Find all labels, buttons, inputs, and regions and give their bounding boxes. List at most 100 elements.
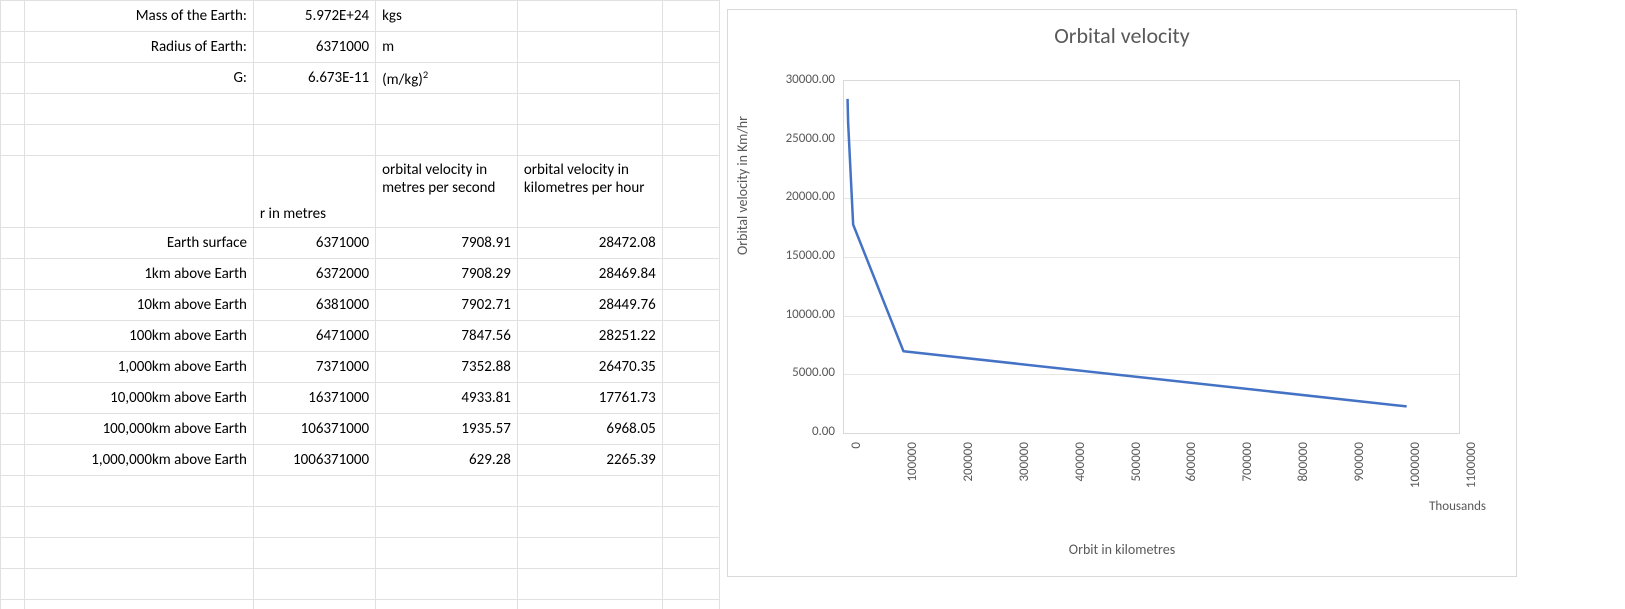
row-vms[interactable]: 7908.29	[376, 259, 518, 290]
cell[interactable]	[517, 32, 662, 63]
row-r[interactable]: 16371000	[253, 383, 375, 414]
row-vms[interactable]: 629.28	[376, 445, 518, 476]
cell[interactable]	[1, 156, 25, 228]
cell[interactable]	[517, 125, 662, 156]
cell[interactable]	[376, 94, 518, 125]
row-vkmh[interactable]: 17761.73	[517, 383, 662, 414]
cell[interactable]	[662, 600, 719, 609]
table-row[interactable]: 10,000km above Earth163710004933.8117761…	[1, 383, 720, 414]
cell[interactable]	[1, 383, 25, 414]
row-r[interactable]: 106371000	[253, 414, 375, 445]
cell[interactable]	[1, 94, 25, 125]
row-vkmh[interactable]: 28472.08	[517, 228, 662, 259]
table-row[interactable]: 1,000,000km above Earth1006371000629.282…	[1, 445, 720, 476]
constant-unit[interactable]: kgs	[376, 1, 518, 32]
constant-value[interactable]: 6.673E-11	[253, 63, 375, 94]
row-vms[interactable]: 7352.88	[376, 352, 518, 383]
cell[interactable]	[253, 538, 375, 569]
cell[interactable]	[1, 445, 25, 476]
spreadsheet-grid[interactable]: Mass of the Earth:5.972E+24kgsRadius of …	[0, 0, 720, 609]
cell[interactable]	[1, 63, 25, 94]
cell[interactable]	[517, 538, 662, 569]
constant-unit[interactable]: (m/kg)2	[376, 63, 518, 94]
cell[interactable]	[662, 228, 719, 259]
cell[interactable]	[662, 125, 719, 156]
cell[interactable]	[376, 600, 518, 609]
cell[interactable]	[662, 63, 719, 94]
row-r[interactable]: 6372000	[253, 259, 375, 290]
cell[interactable]	[1, 507, 25, 538]
cell[interactable]	[25, 569, 254, 600]
row-r[interactable]: 1006371000	[253, 445, 375, 476]
cell[interactable]	[662, 32, 719, 63]
cell[interactable]	[1, 125, 25, 156]
row-vkmh[interactable]: 28449.76	[517, 290, 662, 321]
row-label[interactable]: 100km above Earth	[25, 321, 254, 352]
cell[interactable]	[517, 569, 662, 600]
cell[interactable]	[253, 476, 375, 507]
cell[interactable]	[376, 476, 518, 507]
cell[interactable]	[1, 414, 25, 445]
row-label[interactable]: 1,000km above Earth	[25, 352, 254, 383]
cell[interactable]	[1, 259, 25, 290]
cell[interactable]	[25, 476, 254, 507]
table-row[interactable]: Earth surface63710007908.9128472.08	[1, 228, 720, 259]
cell[interactable]	[662, 290, 719, 321]
row-vms[interactable]: 1935.57	[376, 414, 518, 445]
row-label[interactable]: 10,000km above Earth	[25, 383, 254, 414]
cell[interactable]	[253, 507, 375, 538]
row-label[interactable]: Earth surface	[25, 228, 254, 259]
cell[interactable]	[517, 94, 662, 125]
table-header-r[interactable]: r in metres	[253, 156, 375, 228]
chart-orbital-velocity[interactable]: Orbital velocity Orbital velocity in Km/…	[727, 9, 1517, 577]
cell[interactable]	[662, 569, 719, 600]
cell[interactable]	[253, 600, 375, 609]
table-header-vms[interactable]: orbital velocity in metres per second	[376, 156, 518, 228]
cell[interactable]	[517, 476, 662, 507]
cell[interactable]	[376, 538, 518, 569]
row-vkmh[interactable]: 2265.39	[517, 445, 662, 476]
cell[interactable]	[662, 352, 719, 383]
constant-label[interactable]: Mass of the Earth:	[25, 1, 254, 32]
cell[interactable]	[662, 414, 719, 445]
cell[interactable]	[376, 569, 518, 600]
cell[interactable]	[1, 476, 25, 507]
cell[interactable]	[376, 125, 518, 156]
row-vms[interactable]: 4933.81	[376, 383, 518, 414]
cell[interactable]	[662, 156, 719, 228]
cell[interactable]	[662, 445, 719, 476]
constant-unit[interactable]: m	[376, 32, 518, 63]
cell[interactable]	[25, 507, 254, 538]
cell[interactable]	[517, 600, 662, 609]
cell[interactable]	[1, 321, 25, 352]
cell[interactable]	[517, 1, 662, 32]
table-header-vkmh[interactable]: orbital velocity in kilometres per hour	[517, 156, 662, 228]
cell[interactable]	[25, 600, 254, 609]
row-vkmh[interactable]: 28469.84	[517, 259, 662, 290]
cell[interactable]	[662, 507, 719, 538]
row-label[interactable]: 100,000km above Earth	[25, 414, 254, 445]
cell[interactable]	[253, 94, 375, 125]
row-r[interactable]: 6381000	[253, 290, 375, 321]
cell[interactable]	[1, 538, 25, 569]
cell[interactable]	[253, 125, 375, 156]
row-r[interactable]: 6371000	[253, 228, 375, 259]
constant-value[interactable]: 6371000	[253, 32, 375, 63]
row-label[interactable]: 1km above Earth	[25, 259, 254, 290]
cell[interactable]	[1, 569, 25, 600]
table-row[interactable]: 1,000km above Earth73710007352.8826470.3…	[1, 352, 720, 383]
cell[interactable]	[662, 94, 719, 125]
row-vkmh[interactable]: 6968.05	[517, 414, 662, 445]
cell[interactable]	[1, 1, 25, 32]
cell[interactable]	[662, 476, 719, 507]
row-vkmh[interactable]: 28251.22	[517, 321, 662, 352]
cell[interactable]	[25, 538, 254, 569]
constant-value[interactable]: 5.972E+24	[253, 1, 375, 32]
cell[interactable]	[376, 507, 518, 538]
cell[interactable]	[662, 383, 719, 414]
row-label[interactable]: 1,000,000km above Earth	[25, 445, 254, 476]
table-row[interactable]: 10km above Earth63810007902.7128449.76	[1, 290, 720, 321]
cell[interactable]	[1, 600, 25, 609]
cell[interactable]	[1, 228, 25, 259]
cell[interactable]	[517, 507, 662, 538]
